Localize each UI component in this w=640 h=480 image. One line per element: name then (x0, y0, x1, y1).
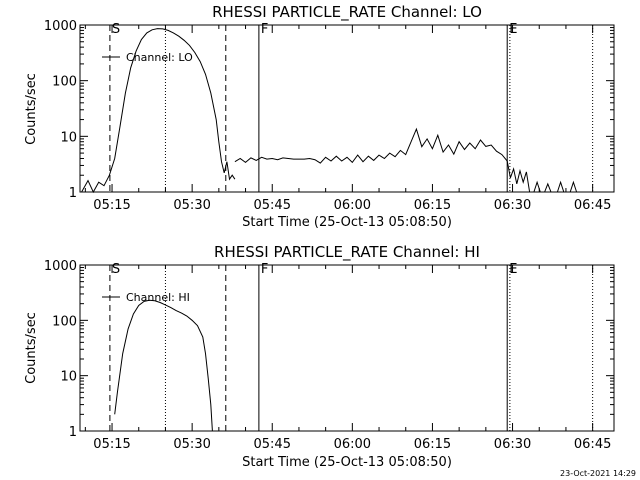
y-tick-label: 100 (52, 314, 77, 329)
y-tick-label: 10 (60, 370, 77, 385)
legend-label: Channel: HI (126, 291, 190, 304)
x-tick-label: 06:00 (334, 437, 371, 452)
x-tick-label: 06:00 (334, 198, 371, 213)
x-tick-label: 06:15 (414, 198, 451, 213)
y-axis-label: Counts/sec (24, 312, 39, 384)
x-tick-label: 06:15 (414, 437, 451, 452)
x-axis-label: Start Time (25-Oct-13 05:08:50) (242, 215, 452, 230)
x-tick-label: 06:30 (494, 198, 531, 213)
x-tick-label: 06:30 (494, 437, 531, 452)
event-marker-label: S (112, 22, 120, 37)
panel-lo: RHESSI PARTICLE_RATE Channel: LO Counts/… (24, 3, 615, 230)
y-tick-label: 1000 (44, 259, 77, 274)
series-line (509, 167, 578, 193)
y-tick-label: 1 (69, 425, 77, 440)
y-axis-label: Counts/sec (24, 73, 39, 145)
y-tick-label: 1 (69, 186, 77, 201)
timestamp: 23-Oct-2021 14:29 (560, 469, 636, 478)
event-marker-label: F (261, 262, 268, 277)
x-tick-label: 05:45 (254, 198, 291, 213)
event-marker-label: S (112, 262, 120, 277)
x-tick-label: 05:30 (173, 198, 210, 213)
y-tick-label: 1000 (44, 19, 77, 34)
y-tick-label: 10 (60, 130, 77, 145)
event-marker-label: E (509, 22, 517, 37)
panel-hi: RHESSI PARTICLE_RATE Channel: HI Counts/… (24, 243, 615, 470)
x-axis-label: Start Time (25-Oct-13 05:08:50) (242, 455, 452, 470)
series-line (114, 299, 213, 432)
chart-title: RHESSI PARTICLE_RATE Channel: LO (212, 3, 482, 22)
x-tick-label: 06:45 (574, 437, 611, 452)
x-tick-label: 05:45 (254, 437, 291, 452)
legend-label: Channel: LO (126, 51, 193, 64)
chart-title: RHESSI PARTICLE_RATE Channel: HI (214, 243, 480, 262)
plot-frame (79, 24, 615, 193)
y-tick-label: 100 (52, 75, 77, 90)
event-marker-label: E (509, 262, 517, 277)
x-tick-label: 06:45 (574, 198, 611, 213)
series-line (234, 127, 511, 178)
event-marker-label: F (261, 22, 268, 37)
x-tick-label: 05:15 (93, 198, 130, 213)
x-tick-label: 05:30 (173, 437, 210, 452)
x-tick-label: 05:15 (93, 437, 130, 452)
series-line (81, 28, 236, 194)
plot-frame (79, 264, 615, 432)
